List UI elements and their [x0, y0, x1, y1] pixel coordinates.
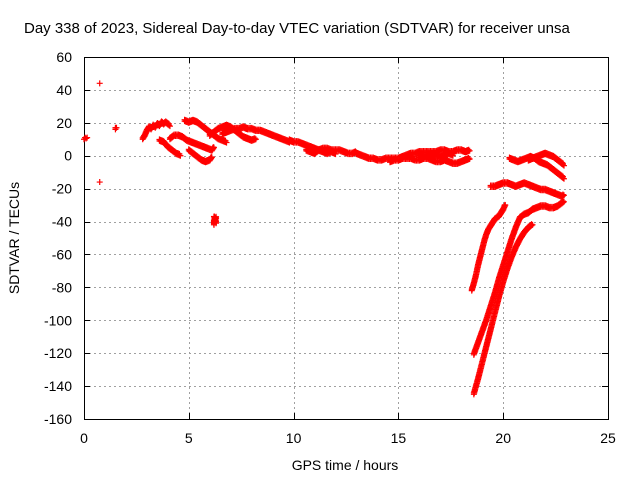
data-point	[465, 146, 472, 153]
data-point	[465, 154, 472, 161]
data-point	[223, 139, 230, 146]
series-arc-n	[468, 201, 509, 294]
data-point	[96, 80, 103, 87]
data-point	[559, 191, 566, 198]
y-tick-label: -100	[44, 312, 72, 328]
y-tick-label: -80	[52, 279, 72, 295]
data-point	[449, 152, 456, 159]
series-arc-b	[156, 136, 184, 159]
series-arc-q	[487, 179, 567, 200]
grid	[84, 57, 608, 419]
y-tick-label: 60	[56, 49, 72, 65]
x-tick-label: 5	[185, 430, 193, 446]
y-tick-label: 20	[56, 115, 72, 131]
data-point	[502, 202, 509, 209]
x-tick-label: 15	[391, 430, 407, 446]
data-point	[251, 135, 258, 142]
plot-frame	[84, 57, 609, 420]
data-point	[210, 213, 217, 220]
data-point	[166, 123, 173, 130]
data-point	[466, 156, 473, 163]
series-arc-i	[286, 136, 339, 158]
series-arc-d	[181, 116, 230, 146]
data-point	[466, 147, 473, 154]
data-points	[81, 80, 567, 398]
x-tick-label: 10	[286, 430, 302, 446]
data-point	[560, 175, 567, 182]
series-arc-m	[416, 149, 456, 161]
series-arc-s	[525, 149, 567, 169]
series-arc-a	[139, 118, 173, 143]
y-tick-label: -140	[44, 378, 72, 394]
data-point	[252, 136, 259, 143]
data-point	[560, 198, 567, 205]
series-arc-h	[219, 123, 293, 146]
series-arc-f	[210, 213, 220, 228]
data-point	[529, 221, 536, 228]
data-point	[559, 198, 566, 205]
chart-title: Day 338 of 2023, Sidereal Day-to-day VTE…	[24, 20, 570, 37]
data-point	[113, 124, 120, 131]
series-arc-p	[470, 221, 536, 398]
series-arc-o	[470, 198, 567, 358]
y-tick-label: 0	[64, 148, 72, 164]
data-point	[208, 154, 215, 161]
data-point	[560, 162, 567, 169]
data-point	[83, 135, 90, 142]
data-point	[84, 134, 91, 141]
y-tick-label: -20	[52, 181, 72, 197]
data-point	[560, 192, 567, 199]
y-tick-label: -40	[52, 214, 72, 230]
data-point	[177, 152, 184, 159]
x-tick-label: 25	[600, 430, 616, 446]
x-tick-label: 0	[80, 430, 88, 446]
x-axis-label: GPS time / hours	[292, 457, 399, 473]
data-point	[210, 144, 217, 151]
y-tick-label: 40	[56, 82, 72, 98]
series-arc-j	[303, 144, 360, 158]
y-tick-label: -60	[52, 246, 72, 262]
series-start	[81, 134, 91, 143]
series-isolated	[96, 80, 120, 186]
y-tick-label: -160	[44, 411, 72, 427]
series-arc-e	[185, 146, 215, 166]
y-tick-label: -120	[44, 345, 72, 361]
y-axis-label: SDTVAR / TECUs	[6, 182, 22, 294]
x-tick-label: 20	[495, 430, 511, 446]
data-point	[528, 221, 535, 228]
series-arc-c	[166, 131, 217, 154]
data-point	[96, 179, 103, 186]
axis-ticks: 0 5 10 15 20 25 -160 -140 -120 -100 -80 -60 -40 -20 0 2…	[44, 49, 616, 446]
